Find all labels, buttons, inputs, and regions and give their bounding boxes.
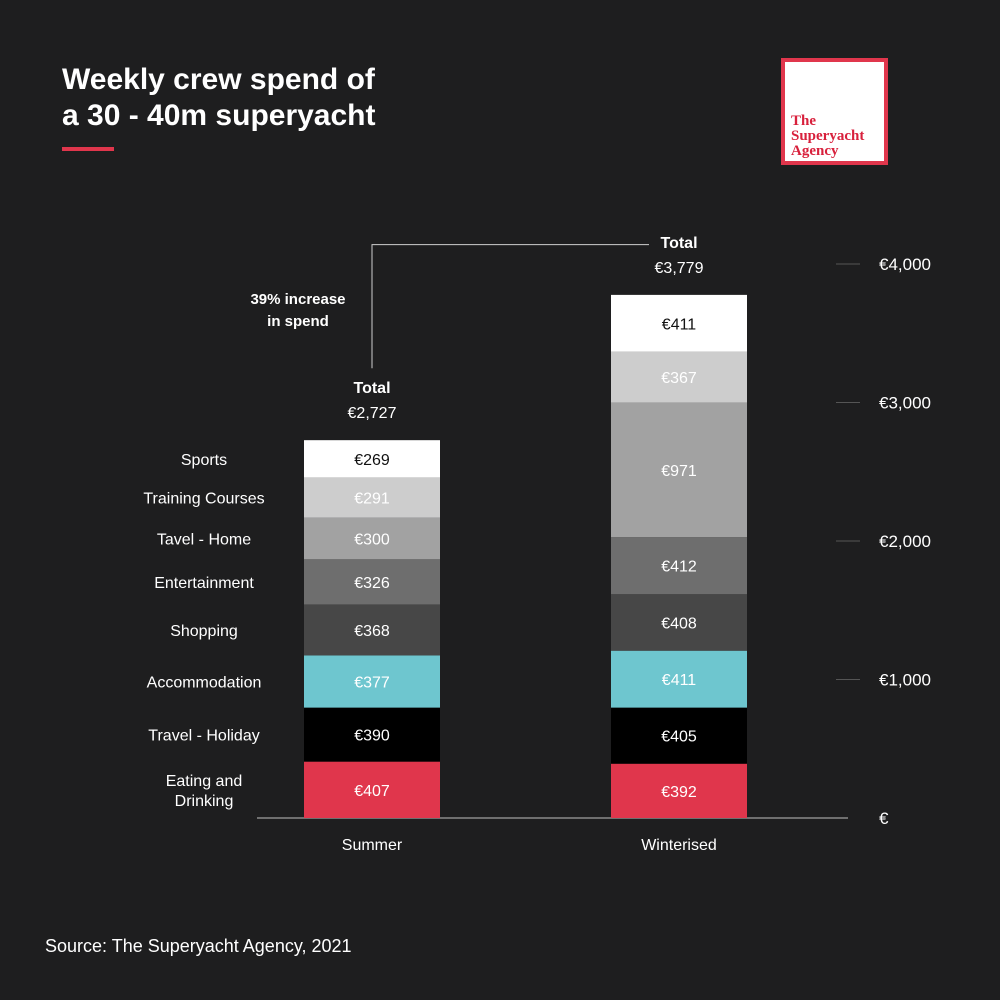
bar-segment: [611, 594, 747, 651]
y-tick-label: €: [879, 809, 889, 828]
annotation-text: in spend: [267, 313, 329, 330]
chart-title-line-1: Weekly crew spend of: [62, 63, 375, 96]
total-value-label: €3,779: [655, 260, 704, 277]
y-tick-label: €2,000: [879, 532, 931, 551]
legend-series-label: Tavel - Home: [157, 532, 251, 549]
bar-value-label: €326: [354, 575, 390, 592]
total-value-label: €2,727: [348, 405, 397, 422]
bar-value-label: €367: [661, 370, 697, 387]
agency-logo: The Superyacht Agency: [781, 58, 888, 165]
logo-line-1: The: [791, 113, 817, 129]
bar-segment: [611, 294, 747, 352]
bar-value-label: €392: [661, 784, 697, 801]
bar-segment: [611, 650, 747, 708]
bar-segment: [304, 559, 440, 605]
bar-value-label: €971: [661, 463, 697, 480]
bar-segment: [611, 537, 747, 595]
bar-segment: [611, 351, 747, 403]
bar-segment: [611, 763, 747, 818]
bar-value-label: €405: [661, 729, 697, 746]
bar-segment: [304, 655, 440, 708]
y-tick-label: €1,000: [879, 671, 931, 690]
bar-value-label: €390: [354, 728, 390, 745]
bar-segment: [611, 707, 747, 764]
bar-value-label: €408: [661, 615, 697, 632]
logo-line-2: Superyacht: [791, 128, 865, 144]
source-note: Source: The Superyacht Agency, 2021: [45, 936, 352, 956]
legend-series-label: Eating and: [166, 773, 243, 790]
legend-series-label: Accommodation: [147, 675, 262, 692]
bar-segment: [304, 440, 440, 478]
legend-series-label: Sports: [181, 452, 227, 469]
bar-segment: [304, 761, 440, 818]
bar-value-label: €291: [354, 491, 390, 508]
x-tick-label: Winterised: [641, 837, 717, 854]
y-tick-label: €3,000: [879, 394, 931, 413]
title-underline: [62, 147, 114, 151]
chart-title-line-2: a 30 - 40m superyacht: [62, 99, 376, 132]
x-tick-label: Summer: [342, 837, 403, 854]
legend-series-label: Travel - Holiday: [148, 728, 259, 745]
bar-segment: [611, 402, 747, 538]
annotation-text: 39% increase: [250, 291, 345, 308]
bar-segment: [304, 477, 440, 518]
bar-value-label: €407: [354, 783, 390, 800]
agency-logo-text: The Superyacht Agency: [785, 62, 884, 161]
bar-value-label: €412: [661, 559, 697, 576]
bar-value-label: €269: [354, 452, 390, 469]
bar-value-label: €377: [354, 675, 390, 692]
legend-series-label: Drinking: [175, 793, 234, 810]
bar-value-label: €300: [354, 532, 390, 549]
bar-segment: [304, 707, 440, 762]
bar-value-label: €411: [662, 316, 697, 333]
bar-value-label: €368: [354, 623, 390, 640]
legend-series-label: Shopping: [170, 623, 238, 640]
total-heading: Total: [353, 380, 390, 397]
total-heading: Total: [660, 235, 697, 252]
y-tick-label: €4,000: [879, 255, 931, 274]
legend-series-label: Training Courses: [143, 491, 264, 508]
bar-value-label: €411: [662, 672, 697, 689]
legend-series-label: Entertainment: [154, 575, 254, 592]
bar-segment: [304, 517, 440, 560]
annotation-connector: [371, 244, 649, 369]
logo-line-3: Agency: [791, 143, 839, 159]
chart-title: Weekly crew spend of a 30 - 40m superyac…: [62, 62, 542, 134]
bar-segment: [304, 604, 440, 656]
